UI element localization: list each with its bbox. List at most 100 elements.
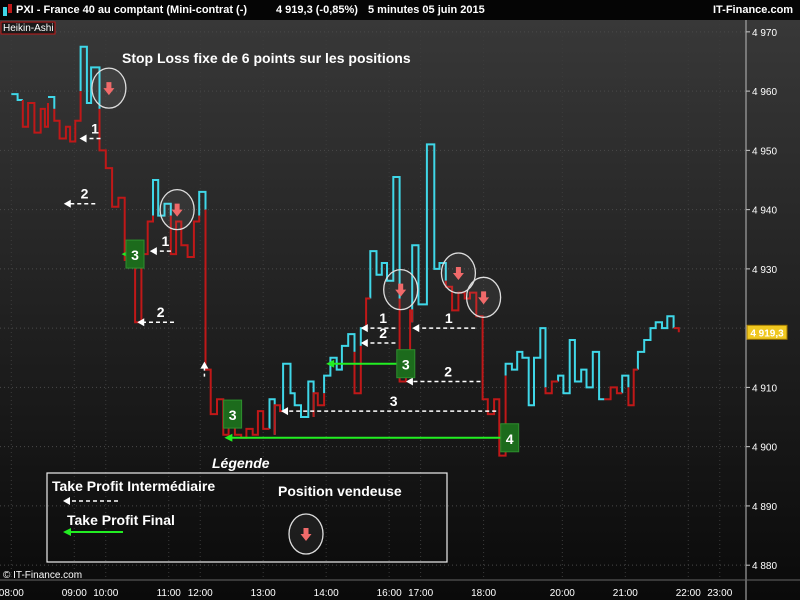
x-tick-label: 13:00 <box>251 588 276 599</box>
last-price-badge <box>746 324 788 340</box>
bullish-step-line <box>557 339 605 401</box>
bullish-step-line <box>369 176 401 299</box>
short-entry-arrow-icon <box>171 203 183 217</box>
short-entry-arrow-icon <box>395 283 407 297</box>
bearish-step-line <box>673 327 680 333</box>
tp-intermediate-label: 2 <box>444 363 452 379</box>
bearish-step-line <box>444 280 507 457</box>
legend-box <box>46 472 448 563</box>
y-tick-label: 4 910 <box>752 383 777 394</box>
bullish-step-line <box>636 315 675 370</box>
y-tick-label: 4 890 <box>752 502 777 513</box>
tp-final-label: 3 <box>402 357 410 373</box>
tp-final-box <box>125 239 145 269</box>
tp-intermediate-label: 3 <box>390 393 398 409</box>
brand-name: IT-Finance.com <box>713 4 794 16</box>
tp-intermediate-arrowhead <box>281 407 289 416</box>
bearish-step-line <box>365 297 371 329</box>
tp-intermediate-label: 1 <box>91 121 99 137</box>
tp-intermediate-arrowhead <box>405 377 413 386</box>
y-tick-label: 4 950 <box>752 146 777 157</box>
legend-tp-final-arrowhead <box>63 528 71 536</box>
tp-intermediate-arrowhead <box>412 324 420 333</box>
y-tick-label: 4 900 <box>752 443 777 454</box>
x-tick-label: 18:00 <box>471 588 496 599</box>
bullish-step-line <box>323 333 356 394</box>
bearish-step-line <box>21 100 49 134</box>
y-tick-label: 4 940 <box>752 206 777 217</box>
bullish-step-line <box>198 190 207 216</box>
y-tick-label: 4 970 <box>752 28 777 39</box>
bullish-step-line <box>48 96 56 109</box>
tp-final-arrowhead <box>224 433 233 442</box>
bearish-step-line <box>273 404 284 435</box>
bullish-step-line <box>411 143 447 323</box>
tp-final-label: 3 <box>131 247 139 263</box>
indicator-tag-box <box>0 21 56 35</box>
x-tick-label: 17:00 <box>408 588 433 599</box>
chart-title: Stop Loss fixe de 6 points sur les posit… <box>122 50 411 66</box>
chart-type-icon <box>3 4 12 16</box>
x-tick-label: 22:00 <box>676 588 701 599</box>
tp-final-box <box>396 349 416 379</box>
x-tick-label: 23:00 <box>707 588 732 599</box>
legend-tp-intermediate-arrowhead <box>63 497 70 505</box>
tp-final-label: 4 <box>506 431 514 447</box>
bearish-step-line <box>204 209 270 439</box>
tp-intermediate-label: 1 <box>161 233 169 249</box>
tp-final-box <box>500 423 520 453</box>
bearish-step-line <box>544 380 559 395</box>
bearish-step-line <box>169 215 201 258</box>
legend-title: Légende <box>212 455 270 471</box>
tp-final-label: 3 <box>229 407 237 423</box>
short-entry-arrow-icon <box>478 291 490 305</box>
legend-short-label: Position vendeuse <box>278 483 402 499</box>
copyright-text: © IT-Finance.com <box>3 570 82 581</box>
short-entry-arrow-icon <box>452 267 464 281</box>
bullish-step-line <box>11 93 23 101</box>
tp-intermediate-arrowhead <box>149 247 157 256</box>
x-tick-label: 09:00 <box>62 588 87 599</box>
y-tick-label: 4 960 <box>752 87 777 98</box>
plot-area <box>11 45 680 457</box>
tp-intermediate-label: 2 <box>81 186 89 202</box>
x-tick-label: 14:00 <box>314 588 339 599</box>
bullish-step-line <box>621 374 630 394</box>
tp-final-box <box>223 399 243 429</box>
tp-intermediate-label: 1 <box>379 310 387 326</box>
legend-tp-intermediate-label: Take Profit Intermédiaire <box>52 478 215 494</box>
x-tick-label: 21:00 <box>613 588 638 599</box>
tp-intermediate-arrowhead <box>360 338 368 347</box>
tp-intermediate-arrowhead <box>137 318 145 327</box>
bullish-step-line <box>79 45 101 109</box>
x-tick-label: 16:00 <box>377 588 402 599</box>
tp-intermediate-label: 2 <box>379 325 387 341</box>
indicator-tag: Heikin-Ashi <box>3 23 54 34</box>
short-entry-arrow-icon <box>103 82 115 96</box>
legend-short-arrow-icon <box>300 528 312 541</box>
timeframe-date: 5 minutes 05 juin 2015 <box>368 4 485 16</box>
bearish-step-line <box>604 386 623 401</box>
bearish-step-line <box>353 345 362 395</box>
y-tick-label: 4 880 <box>752 561 777 572</box>
tp-intermediate-arrowhead <box>79 134 87 143</box>
legend-tp-final-label: Take Profit Final <box>67 512 175 528</box>
y-tick-label: 4 930 <box>752 265 777 276</box>
instrument-name: PXI - France 40 au comptant (Mini-contra… <box>16 4 248 16</box>
bearish-step-line <box>312 392 326 417</box>
x-tick-label: 08:00 <box>0 588 24 599</box>
tp-intermediate-label: 2 <box>157 304 165 320</box>
tp-final-arrowhead <box>326 359 335 368</box>
bullish-step-line <box>282 362 315 418</box>
tp-intermediate-arrowhead <box>360 324 368 333</box>
title-bar: PXI - France 40 au comptant (Mini-contra… <box>0 0 800 21</box>
tp-intermediate-label: 1 <box>445 310 453 326</box>
x-tick-label: 10:00 <box>93 588 118 599</box>
bearish-step-line <box>627 368 638 407</box>
x-tick-label: 20:00 <box>550 588 575 599</box>
bearish-step-line <box>53 91 82 143</box>
x-tick-label: 11:00 <box>157 588 182 599</box>
last-price-label: 4 919,3 <box>750 328 784 339</box>
